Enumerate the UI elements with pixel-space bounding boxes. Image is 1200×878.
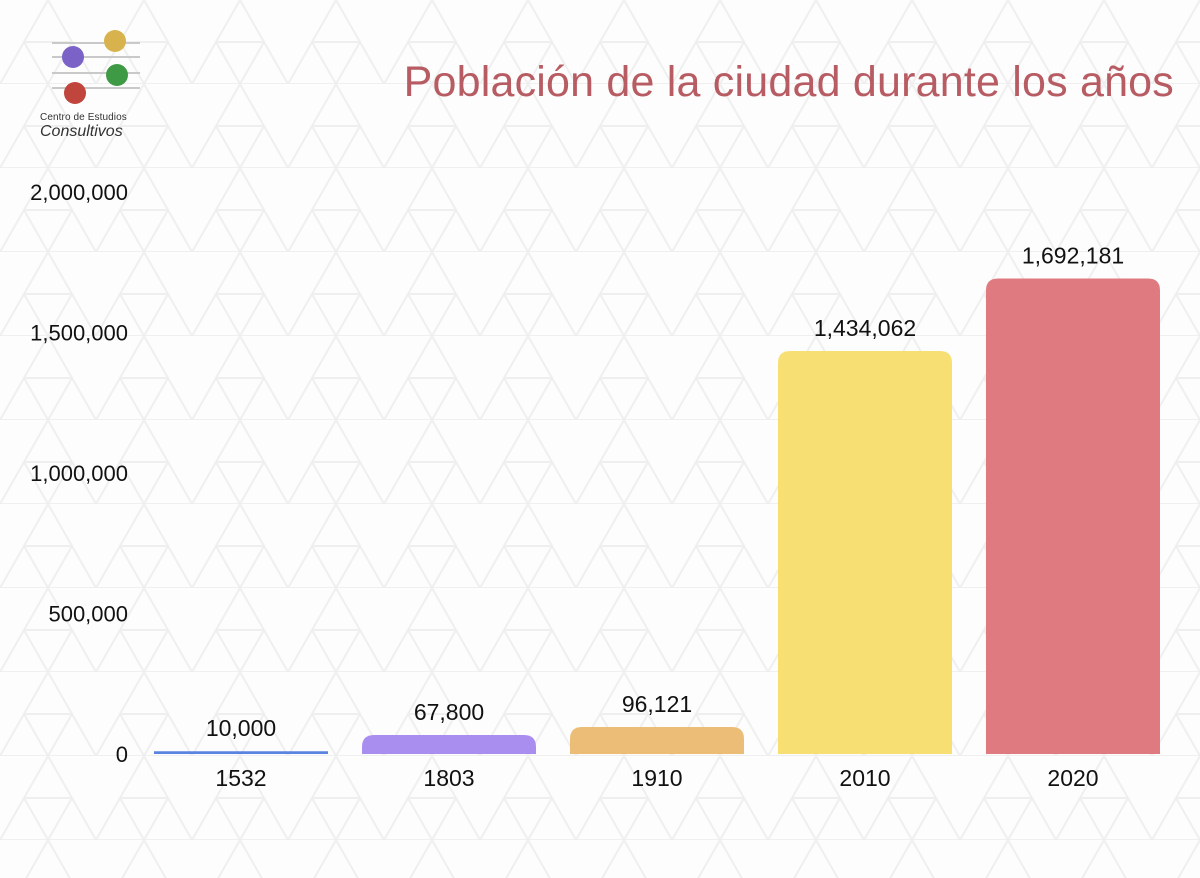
bar-2010 xyxy=(778,351,952,754)
y-tick-label: 500,000 xyxy=(48,602,128,627)
logo-red-dot xyxy=(64,82,86,104)
data-label-2010: 1,434,062 xyxy=(814,315,916,341)
y-tick-label: 1,000,000 xyxy=(30,461,128,486)
bar-1910 xyxy=(570,726,744,754)
y-tick-label: 1,500,000 xyxy=(30,321,128,346)
bar-1532 xyxy=(154,751,328,754)
x-tick-label-2010: 2010 xyxy=(839,765,890,791)
logo-green-dot xyxy=(106,64,128,86)
y-tick-label: 0 xyxy=(116,742,128,767)
data-label-1910: 96,121 xyxy=(622,691,692,717)
data-label-1803: 67,800 xyxy=(414,699,484,725)
chart-title: Población de la ciudad durante los años xyxy=(403,58,1174,106)
data-label-1532: 10,000 xyxy=(206,715,276,741)
y-tick-label: 2,000,000 xyxy=(30,180,128,205)
logo-purple-dot xyxy=(62,46,84,68)
x-tick-label-1803: 1803 xyxy=(423,765,474,791)
logo-text-line1: Centro de Estudios xyxy=(40,112,127,123)
x-tick-label-1910: 1910 xyxy=(631,765,682,791)
logo-text-line2: Consultivos xyxy=(40,123,123,140)
logo-yellow-dot xyxy=(104,30,126,52)
logo: Centro de Estudios Consultivos xyxy=(38,26,168,146)
bar-2020 xyxy=(986,278,1160,754)
bar-1803 xyxy=(362,734,536,754)
data-label-2020: 1,692,181 xyxy=(1022,242,1124,268)
x-tick-label-1532: 1532 xyxy=(215,765,266,791)
x-tick-label-2020: 2020 xyxy=(1047,765,1098,791)
